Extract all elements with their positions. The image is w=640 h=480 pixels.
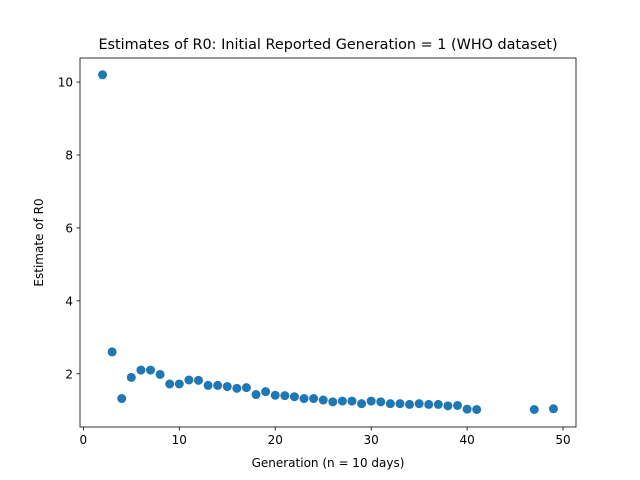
data-point [184,375,194,385]
y-tick-label: 4 [65,294,73,308]
data-point [366,396,376,406]
data-point [241,383,251,393]
data-point [385,399,395,409]
x-tick-label: 10 [172,433,187,447]
x-axis-label: Generation (n = 10 days) [252,456,405,470]
data-point [174,379,184,389]
data-points [98,70,558,414]
data-point [347,396,357,406]
data-point [193,375,203,385]
y-tick-label: 10 [58,76,73,90]
data-point [318,395,328,405]
data-point [222,382,232,392]
data-point [146,365,156,375]
data-point [337,396,347,406]
data-point [548,404,558,414]
data-point [357,399,367,409]
data-point [107,347,117,357]
data-point [165,379,175,389]
data-point [213,380,223,390]
y-tick-label: 6 [65,221,73,235]
x-tick-label: 20 [268,433,283,447]
data-point [280,391,290,401]
chart-title: Estimates of R0: Initial Reported Genera… [98,37,557,53]
y-tick-label: 2 [65,367,73,381]
plot-area-frame [79,57,577,428]
data-point [289,392,299,402]
data-point [126,372,136,382]
x-tick-label: 0 [80,433,88,447]
data-point [251,390,261,400]
data-point [270,390,280,400]
data-point [443,401,453,411]
data-point [414,399,424,409]
data-point [203,380,213,390]
data-point [472,404,482,414]
x-tick-label: 30 [364,433,379,447]
data-point [309,394,319,404]
data-point [98,70,108,80]
data-point [136,365,146,375]
data-point [405,399,415,409]
data-point [395,399,405,409]
data-point [376,397,386,407]
data-point [424,399,434,409]
y-axis-ticks: 2 4 6 8 10 [58,76,80,381]
y-tick-label: 8 [65,148,73,162]
data-point [328,397,338,407]
data-point [232,383,242,393]
y-axis-label: Estimate of R0 [32,198,46,286]
data-point [299,394,309,404]
x-tick-label: 40 [459,433,474,447]
x-axis-ticks: 0 10 20 30 40 50 [80,427,571,447]
data-point [453,400,463,410]
data-point [433,399,443,409]
data-point [261,387,271,397]
x-tick-label: 50 [555,433,570,447]
data-point [462,404,472,414]
data-point [529,404,539,414]
data-point [155,369,165,379]
data-point [117,394,127,404]
